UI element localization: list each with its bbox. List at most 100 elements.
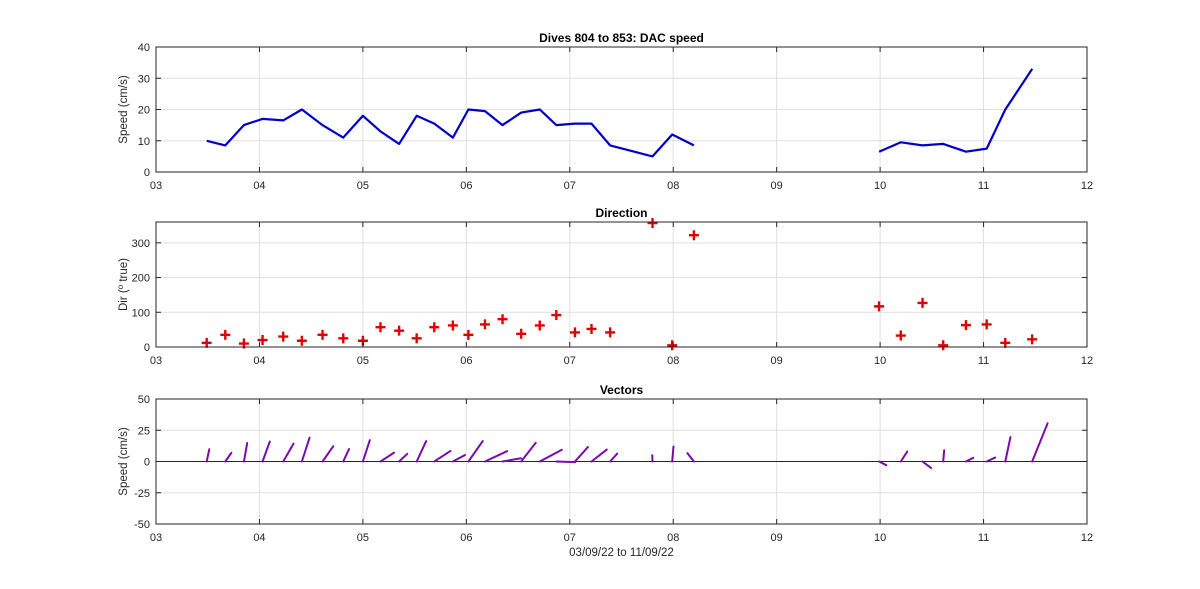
speed-y-tick-label: 40 bbox=[138, 42, 150, 54]
direction-x-tick-label: 06 bbox=[460, 355, 472, 367]
vector-stick bbox=[671, 445, 675, 463]
direction-x-tick-label: 10 bbox=[874, 355, 886, 367]
speed-x-tick-label: 12 bbox=[1081, 180, 1093, 192]
speed-series-line-segment-2 bbox=[878, 68, 1034, 153]
direction-y-tick-label: 300 bbox=[132, 238, 150, 250]
vector-stick bbox=[538, 448, 563, 463]
direction-point bbox=[220, 329, 231, 340]
direction-point bbox=[551, 310, 562, 321]
vector-stick bbox=[205, 448, 211, 463]
vector-stick bbox=[242, 442, 249, 463]
direction-point bbox=[429, 322, 440, 333]
vectors-x-tick-label: 08 bbox=[667, 532, 679, 544]
speed-x-tick-label: 07 bbox=[564, 180, 576, 192]
vector-stick bbox=[467, 440, 484, 463]
direction-point bbox=[497, 314, 508, 325]
vectors-x-tick-label: 10 bbox=[874, 532, 886, 544]
vector-stick bbox=[590, 448, 608, 463]
direction-point bbox=[201, 337, 212, 348]
vector-stick bbox=[361, 439, 371, 463]
direction-point bbox=[569, 327, 580, 338]
speed-x-tick-label: 06 bbox=[460, 180, 472, 192]
speed-x-tick-label: 10 bbox=[874, 180, 886, 192]
direction-point bbox=[317, 329, 328, 340]
direction-point bbox=[278, 331, 289, 342]
vector-stick bbox=[964, 456, 975, 463]
speed-x-tick-label: 05 bbox=[357, 180, 369, 192]
vector-stick bbox=[224, 451, 233, 463]
direction-x-tick-label: 12 bbox=[1081, 355, 1093, 367]
vectors-x-axis-label: 03/09/22 to 11/09/22 bbox=[569, 547, 674, 559]
vectors-x-tick-label: 04 bbox=[253, 532, 265, 544]
vector-stick bbox=[433, 449, 452, 463]
vector-stick bbox=[555, 460, 577, 464]
vectors-y-tick-label: -50 bbox=[134, 519, 150, 531]
direction-point bbox=[296, 335, 307, 346]
vectors-x-tick-label: 11 bbox=[978, 532, 989, 544]
direction-y-tick-label: 0 bbox=[144, 342, 150, 354]
vectors-y-tick-label: -25 bbox=[134, 488, 150, 500]
direction-x-tick-label: 03 bbox=[150, 355, 162, 367]
direction-point bbox=[586, 323, 597, 334]
direction-x-tick-label: 08 bbox=[667, 355, 679, 367]
speed-x-tick-label: 09 bbox=[771, 180, 783, 192]
direction-y-tick-label: 200 bbox=[132, 273, 150, 285]
speed-x-tick-label: 04 bbox=[253, 180, 265, 192]
speed-x-tick-label: 11 bbox=[978, 180, 989, 192]
direction-point bbox=[534, 320, 545, 331]
direction-point bbox=[257, 335, 268, 346]
vectors-x-tick-label: 07 bbox=[564, 532, 576, 544]
vectors-panel-title: Vectors bbox=[600, 383, 644, 397]
direction-point bbox=[463, 329, 474, 340]
vector-stick bbox=[899, 450, 909, 463]
direction-point bbox=[605, 327, 616, 338]
direction-point bbox=[1027, 334, 1038, 345]
direction-panel: 03 04 05 06 07 08 09 10 11 12 0 100 200 300 Direction… bbox=[116, 206, 1093, 367]
direction-point bbox=[447, 320, 458, 331]
direction-point bbox=[479, 319, 490, 330]
vectors-x-tick-label: 05 bbox=[357, 532, 369, 544]
direction-x-tick-label: 11 bbox=[978, 355, 989, 367]
vector-stick bbox=[483, 450, 509, 463]
vector-stick bbox=[261, 440, 271, 463]
vector-stick bbox=[342, 448, 351, 463]
speed-x-tick-label: 03 bbox=[150, 180, 162, 192]
direction-x-tick-label: 07 bbox=[564, 355, 576, 367]
direction-point bbox=[394, 325, 405, 336]
vectors-x-tick-label: 12 bbox=[1081, 532, 1093, 544]
direction-y-axis-label: Dir (o true) bbox=[116, 258, 130, 311]
direction-point bbox=[917, 297, 928, 308]
direction-point bbox=[981, 319, 992, 330]
vector-stick bbox=[321, 445, 335, 463]
direction-x-tick-label: 09 bbox=[771, 355, 783, 367]
vectors-y-axis-label: Speed (cm/s) bbox=[118, 427, 130, 496]
speed-y-tick-label: 0 bbox=[144, 167, 150, 179]
speed-y-axis-label: Speed (cm/s) bbox=[118, 75, 130, 144]
speed-panel: 03 04 05 06 07 08 09 10 11 12 0 10 20 30 40 Dives 804 … bbox=[118, 31, 1093, 192]
speed-y-tick-label: 30 bbox=[138, 73, 150, 85]
direction-panel-title: Direction bbox=[595, 206, 647, 220]
vector-stick bbox=[501, 457, 523, 463]
direction-axes-frame bbox=[155, 221, 1088, 348]
vector-stick bbox=[985, 456, 997, 463]
vector-stick bbox=[451, 454, 467, 463]
vector-stick bbox=[520, 441, 537, 463]
vector-stick bbox=[379, 451, 396, 463]
direction-x-tick-label: 04 bbox=[253, 355, 265, 367]
vector-stick bbox=[686, 452, 695, 463]
direction-point bbox=[411, 333, 422, 344]
vector-stick bbox=[300, 436, 311, 463]
vectors-x-tick-label: 09 bbox=[771, 532, 783, 544]
vectors-x-tick-label: 03 bbox=[150, 532, 162, 544]
direction-x-tick-label: 05 bbox=[357, 355, 369, 367]
speed-y-tick-label: 10 bbox=[138, 136, 150, 148]
direction-point bbox=[667, 340, 678, 351]
direction-point bbox=[960, 320, 971, 331]
direction-point bbox=[688, 230, 699, 241]
direction-point bbox=[1000, 337, 1011, 348]
vector-stick bbox=[878, 460, 888, 467]
vectors-x-tick-label: 06 bbox=[460, 532, 472, 544]
vector-stick bbox=[609, 452, 619, 463]
speed-panel-title: Dives 804 to 853: DAC speed bbox=[539, 31, 704, 45]
